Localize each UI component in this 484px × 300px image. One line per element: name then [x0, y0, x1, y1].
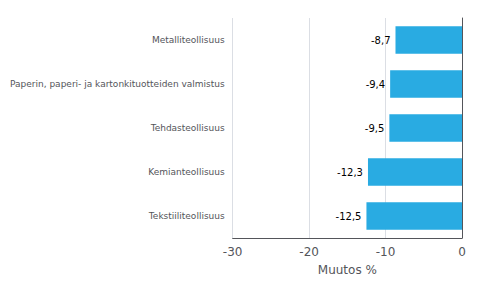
svg-text:Tehdasteollisuus: Tehdasteollisuus: [150, 123, 225, 133]
svg-text:Tekstiiliteollisuus: Tekstiiliteollisuus: [148, 211, 225, 221]
svg-text:0: 0: [458, 245, 466, 259]
svg-text:-9,4: -9,4: [366, 79, 386, 90]
svg-text:Muutos %: Muutos %: [318, 263, 377, 277]
svg-text:Metalliteollisuus: Metalliteollisuus: [152, 35, 225, 45]
svg-text:Kemianteollisuus: Kemianteollisuus: [148, 167, 225, 177]
svg-text:Paperin, paperi- ja kartonkitu: Paperin, paperi- ja kartonkituotteiden v…: [10, 79, 225, 89]
svg-text:-12,3: -12,3: [337, 167, 363, 178]
svg-text:-10: -10: [376, 245, 396, 259]
svg-text:-9,5: -9,5: [365, 123, 385, 134]
svg-text:-12,5: -12,5: [336, 211, 362, 222]
svg-text:-8,7: -8,7: [371, 35, 391, 46]
svg-text:-20: -20: [299, 245, 319, 259]
svg-text:-30: -30: [223, 245, 243, 259]
